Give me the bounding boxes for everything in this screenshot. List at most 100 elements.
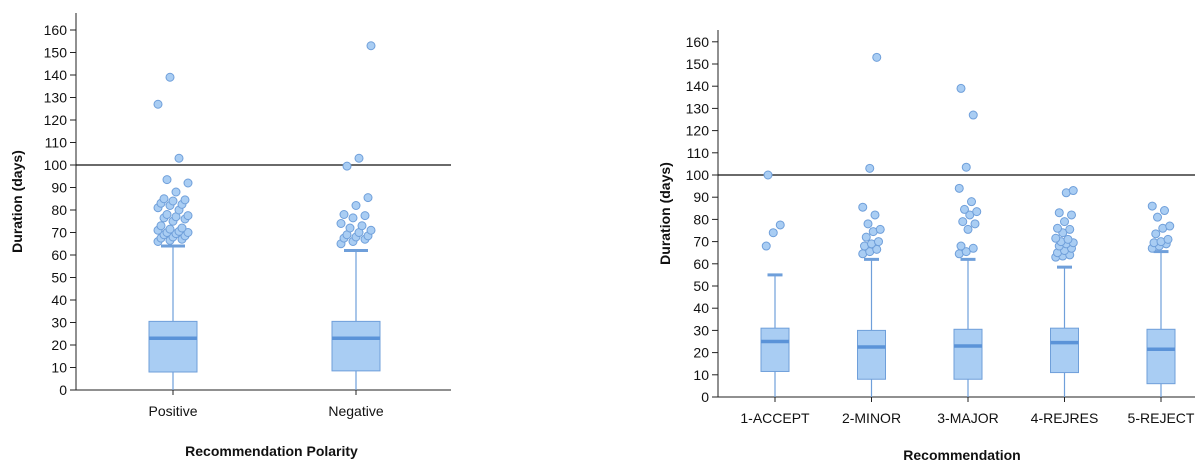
y-tick-label: 40 bbox=[693, 300, 709, 316]
box-iqr bbox=[857, 329, 886, 380]
outlier-point bbox=[956, 241, 966, 251]
x-axis-title: Recommendation Polarity bbox=[185, 443, 358, 459]
y-tick-label: 160 bbox=[686, 34, 710, 50]
outlier-point bbox=[351, 201, 361, 210]
outlier-point bbox=[956, 83, 966, 93]
outlier-point bbox=[1160, 206, 1169, 216]
outlier-point bbox=[865, 163, 875, 173]
outlier-point bbox=[366, 225, 376, 235]
outlier-point bbox=[1151, 229, 1161, 239]
y-tick-label: 130 bbox=[686, 100, 710, 116]
outlier-point bbox=[183, 211, 193, 221]
x-tick-label: 1-ACCEPT bbox=[740, 410, 810, 426]
x-tick-label: 2-MINOR bbox=[842, 410, 901, 426]
y-tick-label: 50 bbox=[693, 278, 709, 294]
outlier-point bbox=[1054, 208, 1064, 218]
y-tick-label: 0 bbox=[701, 389, 709, 405]
outlier-point bbox=[763, 170, 773, 180]
outlier-point bbox=[1068, 186, 1078, 196]
y-tick-label: 0 bbox=[59, 382, 67, 398]
outlier-point bbox=[875, 224, 885, 234]
y-tick-label: 70 bbox=[693, 234, 709, 250]
outlier-point bbox=[1065, 224, 1075, 234]
box-iqr bbox=[148, 320, 198, 373]
x-tick-label: Negative bbox=[328, 403, 383, 419]
outlier-point bbox=[967, 197, 976, 207]
outlier-point bbox=[874, 237, 883, 247]
x-axis-title: Recommendation bbox=[903, 447, 1020, 462]
outlier-point bbox=[1147, 201, 1157, 211]
y-tick-label: 100 bbox=[44, 157, 68, 173]
outlier-point bbox=[1067, 210, 1076, 220]
outlier-point bbox=[961, 162, 971, 172]
outlier-point bbox=[354, 153, 364, 163]
outlier-point bbox=[156, 221, 166, 231]
outlier-point bbox=[954, 183, 964, 193]
outlier-point bbox=[342, 161, 352, 171]
outlier-point bbox=[1060, 217, 1069, 227]
y-axis-title: Duration (days) bbox=[657, 162, 673, 265]
y-tick-label: 90 bbox=[693, 189, 709, 205]
outlier-point bbox=[775, 220, 785, 230]
outlier-point bbox=[861, 232, 871, 242]
y-tick-label: 20 bbox=[693, 345, 709, 361]
y-tick-label: 50 bbox=[51, 270, 67, 286]
box-iqr bbox=[1050, 327, 1079, 374]
outlier-point bbox=[159, 194, 169, 204]
outlier-point bbox=[1163, 234, 1173, 244]
outlier-point bbox=[366, 41, 376, 51]
y-tick-label: 90 bbox=[51, 180, 67, 196]
outlier-point bbox=[171, 187, 181, 197]
outlier-point bbox=[165, 224, 175, 234]
y-tick-label: 140 bbox=[686, 78, 710, 94]
y-tick-label: 130 bbox=[44, 90, 68, 106]
outlier-point bbox=[970, 219, 980, 229]
box-iqr bbox=[760, 327, 790, 372]
outlier-point bbox=[348, 213, 358, 223]
outlier-point bbox=[168, 196, 178, 206]
outlier-point bbox=[336, 219, 346, 228]
outlier-point bbox=[177, 223, 187, 233]
outlier-point bbox=[183, 178, 193, 188]
outlier-point bbox=[968, 110, 978, 120]
x-tick-label: 3-MAJOR bbox=[937, 410, 998, 426]
box-iqr bbox=[331, 320, 381, 372]
y-tick-label: 30 bbox=[693, 322, 709, 338]
x-tick-label: 4-REJRES bbox=[1031, 410, 1099, 426]
outlier-point bbox=[1051, 233, 1061, 243]
outlier-point bbox=[363, 193, 373, 203]
y-tick-label: 60 bbox=[693, 256, 709, 272]
y-tick-label: 100 bbox=[686, 167, 710, 183]
outlier-point bbox=[968, 243, 978, 253]
y-tick-label: 20 bbox=[51, 337, 67, 353]
left-box-plot: 0 10 20 30 40 50 60 70 80 90 100 110 120 130 140 150 160… bbox=[9, 13, 451, 459]
outlier-point bbox=[960, 204, 969, 214]
outlier-point bbox=[360, 211, 370, 221]
right-box-plot: 0 10 20 30 40 50 60 70 80 90 100 110 120 130 140 150 160… bbox=[657, 30, 1195, 462]
outlier-point bbox=[870, 210, 880, 220]
outlier-point bbox=[162, 210, 172, 219]
outlier-point bbox=[1153, 212, 1162, 222]
y-tick-label: 110 bbox=[687, 145, 710, 161]
outlier-point bbox=[958, 217, 968, 227]
outlier-point bbox=[183, 228, 193, 237]
y-tick-label: 80 bbox=[693, 211, 709, 227]
box-iqr bbox=[953, 328, 983, 380]
y-tick-label: 150 bbox=[686, 56, 710, 72]
outlier-point bbox=[165, 72, 175, 82]
x-tick-label: Positive bbox=[148, 403, 197, 419]
y-tick-label: 10 bbox=[693, 367, 709, 383]
y-tick-label: 60 bbox=[51, 247, 67, 263]
outlier-point bbox=[174, 153, 184, 163]
y-tick-label: 40 bbox=[51, 292, 67, 308]
outlier-point bbox=[153, 99, 163, 109]
outlier-point bbox=[761, 241, 771, 251]
outlier-point bbox=[972, 207, 982, 217]
x-tick-label: 5-REJECT bbox=[1128, 410, 1195, 426]
y-tick-label: 160 bbox=[44, 22, 68, 38]
y-tick-label: 150 bbox=[44, 45, 68, 61]
y-tick-label: 120 bbox=[44, 112, 68, 128]
y-tick-label: 70 bbox=[51, 225, 67, 241]
outlier-point bbox=[357, 221, 367, 231]
